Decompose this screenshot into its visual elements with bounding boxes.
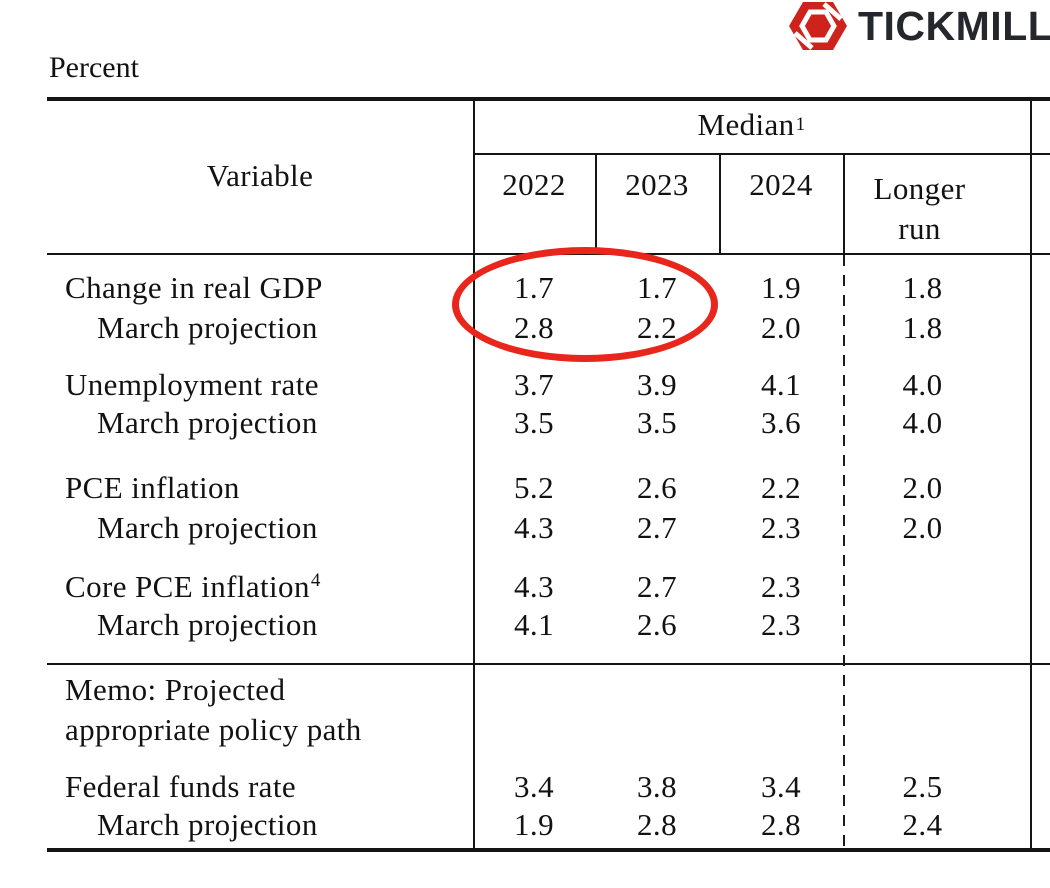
value-2022: 4.3 [514, 569, 554, 604]
value-longer-run: 1.8 [902, 310, 943, 345]
row-label: Core PCE inflation4 [47, 569, 473, 605]
memo-label: Memo: Projected appropriate policy path [47, 670, 473, 750]
table-row-unemployment-march: March projection 3.5 3.5 3.6 4.0 [47, 403, 1030, 443]
value-2024: 1.9 [761, 270, 801, 305]
value-2022: 1.9 [514, 807, 554, 842]
table-row-gdp: Change in real GDP 1.7 1.7 1.9 1.8 [47, 268, 1030, 308]
row-label: Unemployment rate [65, 367, 319, 402]
unit-label: Percent [49, 51, 139, 84]
value-2022: 3.4 [514, 769, 554, 804]
column-group-header-median: Median 1 [697, 107, 806, 142]
value-2023: 2.6 [637, 607, 677, 642]
table-row-core-pce: Core PCE inflation4 4.3 2.7 2.3 [47, 567, 1030, 607]
divider-variable-column [473, 97, 475, 852]
value-2023: 2.2 [637, 310, 677, 345]
projections-table: Variable Median 1 2022 2023 2024 Longer r… [47, 97, 1050, 852]
value-2024: 2.3 [761, 569, 801, 604]
core-pce-footnote-superscript: 4 [310, 569, 321, 591]
rule-bottom [47, 848, 1050, 852]
row-label: March projection [97, 607, 318, 642]
value-2022: 3.5 [514, 405, 554, 440]
row-label: March projection [97, 510, 318, 545]
value-2024: 2.3 [761, 510, 801, 545]
value-2024: 3.6 [761, 405, 801, 440]
brand-logo: TICKMILL [789, 2, 1050, 50]
median-label: Median [697, 107, 795, 142]
row-label: Federal funds rate [65, 769, 296, 804]
value-longer-run: 4.0 [902, 367, 943, 402]
value-2023: 2.6 [637, 470, 677, 505]
column-header-longer-run: Longer run [843, 155, 1030, 253]
column-header-variable: Variable [206, 158, 314, 193]
column-header-2024: 2024 [749, 167, 813, 202]
value-longer-run: 2.0 [902, 510, 943, 545]
rule-top [47, 97, 1050, 101]
value-2024: 2.0 [761, 310, 801, 345]
value-2022: 5.2 [514, 470, 554, 505]
value-2023: 3.9 [637, 367, 677, 402]
value-2023: 3.8 [637, 769, 677, 804]
value-2022: 4.3 [514, 510, 554, 545]
rule-under-median [473, 153, 1050, 155]
divider-2024-longer-run [843, 155, 845, 253]
row-label: PCE inflation [65, 470, 240, 505]
longer-run-line1: Longer [873, 171, 966, 206]
value-longer-run: 4.0 [902, 405, 943, 440]
table-row-pce-march: March projection 4.3 2.7 2.3 2.0 [47, 508, 1030, 548]
value-2023: 1.7 [637, 270, 677, 305]
value-longer-run: 1.8 [902, 270, 943, 305]
table-row-unemployment: Unemployment rate 3.7 3.9 4.1 4.0 [47, 365, 1030, 405]
core-pce-label: Core PCE inflation [65, 569, 310, 604]
value-2022: 1.7 [514, 270, 554, 305]
memo-line2: appropriate policy path [65, 712, 362, 747]
value-2023: 2.7 [637, 510, 677, 545]
table-row-gdp-march: March projection 2.8 2.2 2.0 1.8 [47, 308, 1030, 348]
row-label: March projection [97, 405, 318, 440]
column-header-2023: 2023 [625, 167, 689, 202]
value-2023: 2.8 [637, 807, 677, 842]
dashed-divider-longer-run [843, 255, 845, 848]
value-2023: 3.5 [637, 405, 677, 440]
table-row-fed-funds-march: March projection 1.9 2.8 2.8 2.4 [47, 805, 1030, 845]
divider-2022-2023 [595, 155, 597, 253]
value-2024: 2.8 [761, 807, 801, 842]
value-2023: 2.7 [637, 569, 677, 604]
rule-under-header [47, 253, 1050, 255]
brand-name: TICKMILL [858, 2, 1050, 49]
row-label: Change in real GDP [65, 270, 323, 305]
table-row-pce: PCE inflation 5.2 2.6 2.2 2.0 [47, 468, 1030, 508]
row-label: March projection [97, 807, 318, 842]
longer-run-line2: run [898, 211, 941, 246]
value-2022: 2.8 [514, 310, 554, 345]
memo-line1: Memo: Projected [65, 672, 286, 707]
rule-memo-separator [47, 663, 1050, 665]
value-longer-run: 2.5 [902, 769, 943, 804]
row-label: March projection [97, 310, 318, 345]
value-2024: 4.1 [761, 367, 801, 402]
value-longer-run: 2.4 [902, 807, 943, 842]
tickmill-hexagon-icon [789, 2, 847, 50]
value-2022: 4.1 [514, 607, 554, 642]
value-2024: 2.3 [761, 607, 801, 642]
value-2022: 3.7 [514, 367, 554, 402]
value-2024: 2.2 [761, 470, 801, 505]
divider-2023-2024 [719, 155, 721, 253]
divider-right-column [1030, 97, 1032, 852]
table-row-core-pce-march: March projection 4.1 2.6 2.3 [47, 605, 1030, 645]
value-2024: 3.4 [761, 769, 801, 804]
table-row-fed-funds: Federal funds rate 3.4 3.8 3.4 2.5 [47, 767, 1030, 807]
value-longer-run: 2.0 [902, 470, 943, 505]
column-header-2022: 2022 [502, 167, 566, 202]
